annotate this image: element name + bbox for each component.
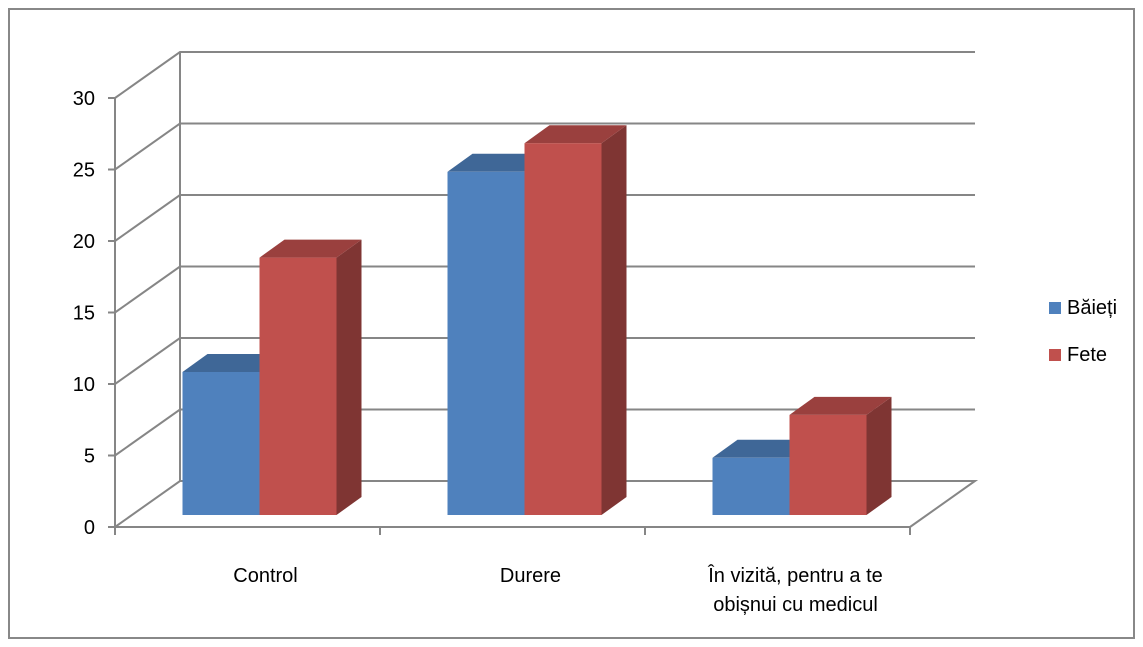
bar-front	[712, 457, 790, 515]
bar-front	[524, 143, 602, 515]
bar-front	[447, 171, 525, 516]
bar-front	[182, 372, 260, 515]
x-category-label-line: În vizită, pentru a te	[707, 564, 883, 587]
x-category-label: În vizită, pentru a te obișnui cu medicul	[707, 564, 883, 616]
x-category-label-line: obișnui cu medicul	[713, 594, 878, 616]
y-tick-label: 25	[73, 160, 95, 182]
bar-front	[789, 414, 867, 515]
x-category-label: Control	[233, 565, 297, 587]
bar-top	[447, 153, 550, 172]
y-tick-label: 0	[84, 517, 95, 539]
bar-top	[712, 439, 815, 458]
gridline	[114, 265, 975, 314]
legend-label: Băieți	[1067, 297, 1117, 319]
y-tick-label: 30	[73, 88, 95, 110]
y-tick-label: 5	[84, 446, 95, 468]
bar-top	[789, 396, 892, 415]
bar-top	[259, 239, 362, 258]
legend-label: Fete	[1067, 344, 1107, 366]
y-tick-label: 20	[73, 231, 95, 253]
bar-Fete-În vizită, pentru a te obișnui cu medicul	[789, 396, 892, 515]
legend-swatch	[1049, 302, 1061, 314]
gridline	[114, 194, 975, 242]
bar-side	[601, 125, 627, 515]
gridline	[114, 337, 975, 385]
bar-top	[524, 125, 627, 144]
x-category-label: Durere	[500, 565, 561, 587]
bar-front	[259, 257, 337, 515]
bar-side	[336, 239, 362, 515]
y-tick-label: 10	[73, 374, 95, 396]
bar-Fete-Control	[259, 239, 362, 515]
x-category-label-line: Durere	[500, 565, 561, 587]
gridline	[114, 122, 975, 171]
gridline	[114, 51, 975, 99]
y-tick-label: 15	[73, 303, 95, 325]
gridline	[114, 408, 975, 457]
legend-swatch	[1049, 349, 1061, 361]
bar-top	[182, 354, 285, 372]
bar-Fete-Durere	[524, 125, 627, 515]
x-category-label-line: Control	[233, 565, 297, 587]
bar-side	[866, 396, 892, 515]
